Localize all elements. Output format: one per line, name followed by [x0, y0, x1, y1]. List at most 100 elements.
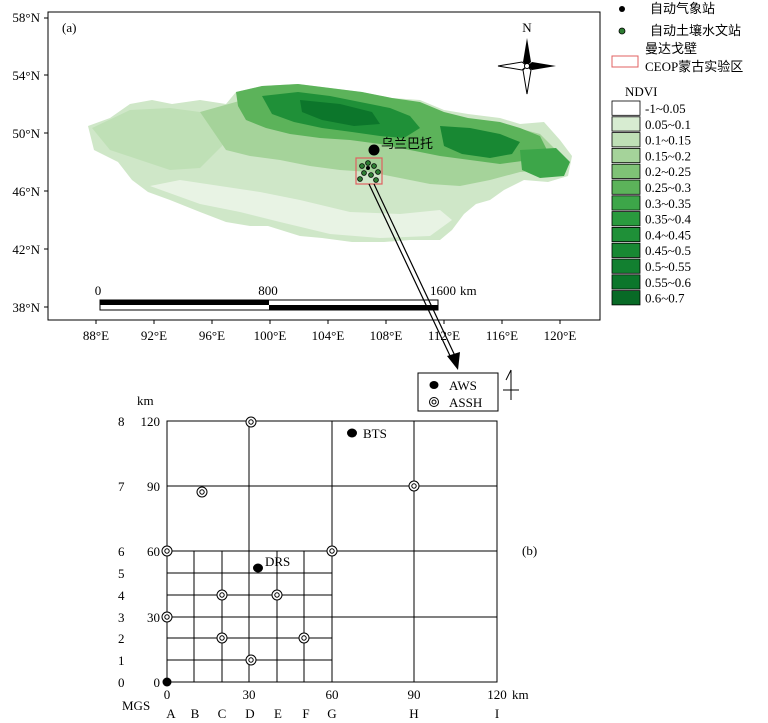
- svg-text:60: 60: [326, 687, 339, 702]
- ndvi-swatch: [611, 179, 641, 195]
- legend-region-label-2: CEOP蒙古实验区: [645, 59, 743, 74]
- svg-text:90: 90: [147, 479, 160, 494]
- ndvi-class-label: 0.5~0.55: [645, 259, 691, 274]
- assh-station: [326, 545, 338, 557]
- svg-text:0: 0: [164, 687, 171, 702]
- svg-text:0: 0: [154, 675, 161, 690]
- aws-legend-icon: [429, 381, 439, 389]
- soil-station-marker: [365, 160, 371, 166]
- ndvi-swatch: [611, 211, 641, 227]
- ndvi-swatch: [611, 242, 641, 258]
- svg-text:1600: 1600: [430, 283, 456, 298]
- ndvi-swatch: [611, 132, 641, 148]
- assh-stations: [161, 416, 420, 666]
- ndvi-class-label: 0.35~0.4: [645, 212, 692, 227]
- legend-b-aws: AWS: [449, 378, 477, 393]
- soil-station-marker: [371, 163, 377, 169]
- scale-bar: 0 800 1600 km: [95, 283, 477, 311]
- svg-text:N: N: [522, 20, 532, 35]
- station-label-bts: BTS: [363, 426, 387, 441]
- svg-text:30: 30: [147, 610, 160, 625]
- svg-text:800: 800: [258, 283, 278, 298]
- legend-b-assh: ASSH: [449, 395, 482, 410]
- svg-text:120: 120: [141, 414, 161, 429]
- ndvi-legend-title: NDVI: [625, 84, 658, 99]
- assh-station: [161, 611, 173, 623]
- ndvi-class-label: 0.05~0.1: [645, 117, 691, 132]
- lat-tick-label: 38°N: [12, 300, 40, 315]
- soil-station-marker: [361, 170, 367, 176]
- ndvi-class-label: 0.25~0.3: [645, 180, 691, 195]
- ulaanbaatar-marker: [368, 144, 380, 156]
- soil-station-marker: [373, 177, 379, 183]
- lon-tick-label: 116°E: [486, 328, 518, 343]
- aws-station-marker: [366, 166, 370, 170]
- lon-tick-label: 100°E: [254, 328, 287, 343]
- ndvi-swatch: [611, 163, 641, 179]
- y-unit: km: [137, 393, 154, 408]
- lon-axis: 88°E 92°E 96°E 100°E 104°E 108°E 112°E 1…: [83, 320, 576, 343]
- ndvi-class-label: -1~0.05: [645, 101, 686, 116]
- svg-text:1: 1: [118, 653, 125, 668]
- assh-station: [408, 480, 420, 492]
- assh-legend-icon: [431, 399, 437, 405]
- assh-station: [196, 486, 208, 498]
- lon-tick-label: 104°E: [312, 328, 345, 343]
- svg-text:A: A: [166, 706, 176, 721]
- legend-region-label: 曼达戈壁: [645, 42, 697, 57]
- lat-tick-label: 42°N: [12, 242, 40, 257]
- svg-text:8: 8: [118, 414, 125, 429]
- svg-text:60: 60: [147, 544, 160, 559]
- ndvi-class-label: 0.6~0.7: [645, 291, 685, 306]
- soil-station-marker: [357, 176, 363, 182]
- inset-arrow-head: [447, 352, 460, 370]
- svg-text:D: D: [245, 706, 254, 721]
- panel-a-label: (a): [62, 20, 76, 35]
- svg-text:0: 0: [118, 675, 125, 690]
- assh-station: [245, 654, 257, 666]
- ndvi-swatch: [611, 100, 641, 116]
- assh-station: [271, 589, 283, 601]
- soil-station-marker: [368, 172, 374, 178]
- lat-axis: 58°N 54°N 50°N 46°N 42°N 38°N: [12, 10, 48, 315]
- grid-x-axis: 0 30 60 90 120 km MGS A B C D E F G H I: [122, 687, 529, 721]
- lon-tick-label: 108°E: [370, 328, 403, 343]
- ndvi-class-label: 0.45~0.5: [645, 243, 691, 258]
- ndvi-class-label: 0.3~0.35: [645, 196, 691, 211]
- svg-text:90: 90: [408, 687, 421, 702]
- north-mark-icon: [503, 369, 519, 400]
- svg-text:120: 120: [487, 687, 507, 702]
- north-arrow-icon: N: [497, 20, 556, 95]
- svg-text:km: km: [460, 283, 477, 298]
- region-legend-icon: [611, 55, 639, 68]
- legend-soil-label: 自动土壤水文站: [650, 23, 741, 39]
- lat-tick-label: 46°N: [12, 184, 40, 199]
- lon-tick-label: 120°E: [544, 328, 577, 343]
- svg-text:6: 6: [118, 544, 125, 559]
- ndvi-swatch: [611, 290, 641, 306]
- ndvi-class-label: 0.15~0.2: [645, 148, 691, 163]
- aws-legend-icon: [619, 6, 625, 12]
- lon-tick-label: 92°E: [141, 328, 167, 343]
- lon-tick-label: 96°E: [199, 328, 225, 343]
- ndvi-class-label: 0.1~0.15: [645, 133, 691, 148]
- station-label-drs: DRS: [265, 554, 290, 569]
- grid-y-axis: km 8 7 6 5 4 3 2 1 0 120 90 60 30 0: [118, 393, 160, 690]
- svg-text:I: I: [495, 706, 499, 721]
- ndvi-swatch: [611, 258, 641, 274]
- soil-legend-icon: [618, 27, 626, 35]
- svg-text:F: F: [302, 706, 309, 721]
- aws-station-drs: [253, 563, 263, 573]
- ndvi-swatch: [611, 226, 641, 243]
- panel-b-label: (b): [522, 543, 537, 558]
- lat-tick-label: 50°N: [12, 126, 40, 141]
- soil-station-marker: [375, 169, 381, 175]
- soil-stations-cluster: [357, 160, 381, 183]
- mongolia-ndvi-map: [88, 84, 572, 242]
- lat-tick-label: 58°N: [12, 10, 40, 25]
- aws-station-bts: [347, 428, 357, 438]
- lat-tick-label: 54°N: [12, 68, 40, 83]
- svg-text:4: 4: [118, 588, 125, 603]
- svg-text:2: 2: [118, 631, 125, 646]
